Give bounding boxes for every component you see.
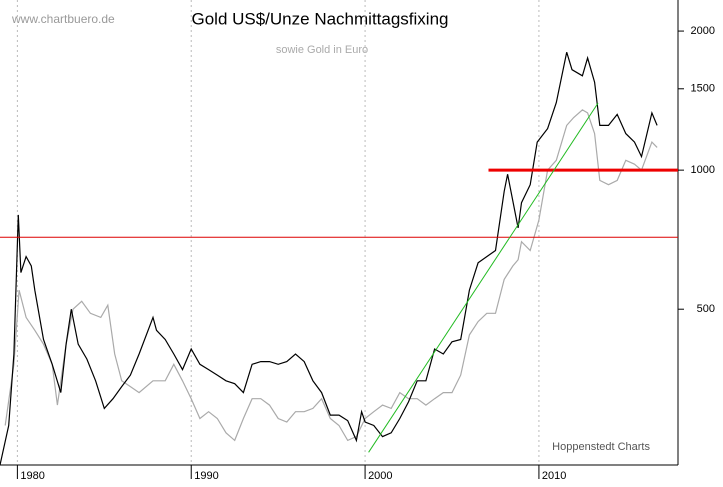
y-tick-label: 1500: [691, 83, 715, 95]
chart-title: Gold US$/Unze Nachmittagsfixing: [191, 9, 448, 28]
data-line: [4, 109, 658, 442]
reference-line: [368, 102, 599, 453]
x-tick-label: 2010: [542, 470, 566, 482]
y-tick-label: 2000: [691, 25, 715, 37]
x-tick-label: 1980: [20, 470, 44, 482]
source: Hoppenstedt Charts: [552, 441, 650, 453]
subtitle: sowie Gold in Euro: [276, 44, 368, 56]
data-line: [0, 52, 658, 466]
y-tick-label: 1000: [691, 164, 715, 176]
watermark: www.chartbuero.de: [11, 12, 115, 26]
x-tick-label: 2000: [368, 470, 392, 482]
x-tick-label: 1990: [194, 470, 218, 482]
y-tick-label: 500: [697, 303, 715, 315]
